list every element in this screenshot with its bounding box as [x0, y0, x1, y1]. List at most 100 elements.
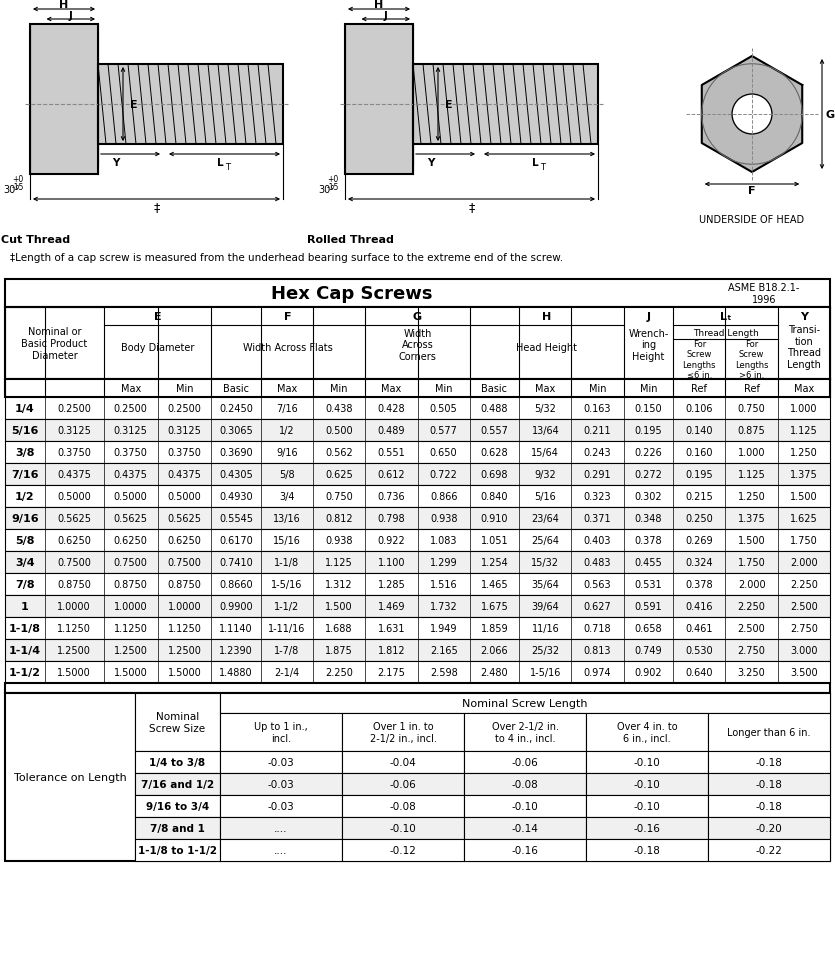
Text: 1.1250: 1.1250: [168, 623, 201, 634]
Text: Nominal Screw Length: Nominal Screw Length: [463, 698, 588, 708]
Text: 1.465: 1.465: [481, 579, 509, 590]
Bar: [5, 441, 830, 464]
Text: 0.348: 0.348: [635, 513, 662, 523]
Text: 0.722: 0.722: [430, 469, 458, 479]
Text: 0.371: 0.371: [584, 513, 611, 523]
Text: 0.5625: 0.5625: [114, 513, 148, 523]
Bar: [5, 617, 830, 640]
Text: 1.0000: 1.0000: [168, 601, 201, 611]
Text: 2.480: 2.480: [481, 667, 509, 678]
Text: -0.03: -0.03: [268, 757, 295, 767]
Bar: [586, 751, 708, 774]
Text: 1.688: 1.688: [326, 623, 353, 634]
Text: 1: 1: [21, 601, 28, 611]
Text: 0.211: 0.211: [584, 425, 611, 435]
Text: 1.1250: 1.1250: [58, 623, 91, 634]
Circle shape: [732, 95, 772, 135]
Text: 1.750: 1.750: [790, 535, 817, 546]
Text: -0.16: -0.16: [512, 845, 539, 855]
Text: 3/4: 3/4: [279, 492, 295, 502]
Text: 0.625: 0.625: [325, 469, 353, 479]
Text: 2.250: 2.250: [325, 667, 353, 678]
Text: 0.4375: 0.4375: [168, 469, 201, 479]
Text: 0.3065: 0.3065: [219, 425, 253, 435]
Text: -0.18: -0.18: [634, 845, 660, 855]
Text: Hex Cap Screws: Hex Cap Screws: [271, 285, 433, 302]
Text: 1.083: 1.083: [430, 535, 458, 546]
Text: 0.291: 0.291: [584, 469, 611, 479]
Text: 0.650: 0.650: [430, 448, 458, 458]
Text: 1.1140: 1.1140: [219, 623, 253, 634]
Text: 0.3125: 0.3125: [58, 425, 91, 435]
Bar: [708, 818, 830, 839]
Text: 0.628: 0.628: [481, 448, 509, 458]
Text: 0.531: 0.531: [635, 579, 662, 590]
Text: 1.675: 1.675: [481, 601, 509, 611]
Text: 0.416: 0.416: [686, 601, 713, 611]
Text: 1.051: 1.051: [481, 535, 509, 546]
Text: G: G: [413, 311, 422, 322]
Bar: [220, 774, 342, 795]
Text: 0.5625: 0.5625: [58, 513, 91, 523]
Text: -0.18: -0.18: [756, 801, 782, 811]
Text: 0.323: 0.323: [584, 492, 611, 502]
Bar: [708, 774, 830, 795]
Text: 11/16: 11/16: [531, 623, 559, 634]
Text: 25/32: 25/32: [531, 645, 559, 655]
Text: -0.18: -0.18: [756, 757, 782, 767]
Text: 0.403: 0.403: [584, 535, 611, 546]
Text: -0.08: -0.08: [390, 801, 417, 811]
Text: 0.749: 0.749: [635, 645, 662, 655]
Bar: [5, 398, 830, 420]
Bar: [5, 684, 830, 693]
Text: 0.798: 0.798: [377, 513, 405, 523]
Text: 0.7410: 0.7410: [219, 557, 253, 567]
Text: 0.3750: 0.3750: [168, 448, 201, 458]
Text: 0.3125: 0.3125: [114, 425, 148, 435]
Text: 1.859: 1.859: [481, 623, 509, 634]
Text: 1-1/4: 1-1/4: [8, 645, 41, 655]
Text: 0.150: 0.150: [635, 404, 662, 414]
Text: 23/64: 23/64: [531, 513, 559, 523]
Text: E: E: [445, 100, 453, 110]
Text: Nominal or
Basic Product
Diameter: Nominal or Basic Product Diameter: [22, 327, 88, 360]
Bar: [220, 795, 342, 818]
Text: 0.6170: 0.6170: [219, 535, 253, 546]
Bar: [342, 713, 464, 751]
Text: Basic: Basic: [482, 383, 508, 393]
Text: 0.302: 0.302: [635, 492, 662, 502]
Text: 0.557: 0.557: [481, 425, 509, 435]
Text: 0.698: 0.698: [481, 469, 509, 479]
Text: 0.902: 0.902: [635, 667, 662, 678]
Text: ASME B18.2.1-
1996: ASME B18.2.1- 1996: [728, 283, 800, 304]
Text: 3/4: 3/4: [15, 557, 34, 567]
Text: 0.4930: 0.4930: [219, 492, 253, 502]
Bar: [5, 508, 830, 529]
Text: 13/16: 13/16: [273, 513, 301, 523]
Text: 2.000: 2.000: [738, 579, 766, 590]
Text: 1.000: 1.000: [790, 404, 817, 414]
Text: 0.2500: 0.2500: [58, 404, 91, 414]
Text: 0.658: 0.658: [635, 623, 662, 634]
Text: H: H: [374, 0, 383, 10]
Text: 7/16 and 1/2: 7/16 and 1/2: [141, 779, 214, 789]
Text: Over 4 in. to
6 in., incl.: Over 4 in. to 6 in., incl.: [617, 722, 677, 743]
Text: 9/32: 9/32: [534, 469, 556, 479]
Text: 7/8: 7/8: [15, 579, 34, 590]
Text: 0.938: 0.938: [326, 535, 353, 546]
Text: 5/8: 5/8: [15, 535, 34, 546]
Text: 0.4375: 0.4375: [114, 469, 148, 479]
Text: 1.732: 1.732: [430, 601, 458, 611]
Text: 0.2450: 0.2450: [219, 404, 253, 414]
Text: 1.5000: 1.5000: [114, 667, 148, 678]
Text: 1.750: 1.750: [737, 557, 766, 567]
Text: 2.750: 2.750: [790, 623, 817, 634]
Bar: [5, 596, 830, 617]
Text: 1.4880: 1.4880: [219, 667, 253, 678]
Text: 0.243: 0.243: [584, 448, 611, 458]
Text: 0.7500: 0.7500: [114, 557, 148, 567]
Text: T: T: [225, 162, 230, 171]
Text: J: J: [384, 11, 387, 21]
Text: 7/16: 7/16: [276, 404, 298, 414]
Text: H: H: [59, 0, 68, 10]
